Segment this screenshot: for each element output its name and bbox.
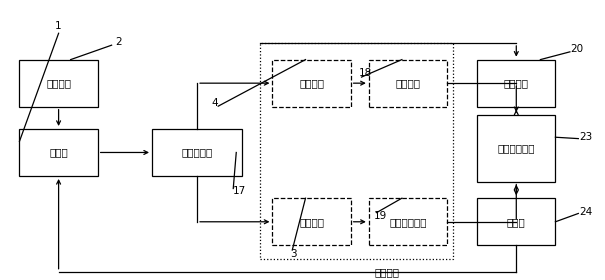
- Bar: [368, 60, 447, 107]
- Text: 跟踪定位系统: 跟踪定位系统: [497, 143, 535, 153]
- Bar: [477, 115, 555, 182]
- Text: 23: 23: [579, 132, 592, 142]
- Text: 马达驱动器: 马达驱动器: [182, 148, 213, 157]
- Text: 24: 24: [579, 207, 592, 217]
- Text: 传感器: 传感器: [507, 217, 526, 227]
- Text: 控制器: 控制器: [49, 148, 68, 157]
- Text: 19: 19: [374, 211, 387, 221]
- Bar: [260, 43, 453, 259]
- Text: 18: 18: [359, 69, 372, 78]
- Text: 电动马达: 电动马达: [299, 78, 324, 88]
- Text: 2: 2: [116, 37, 122, 46]
- Text: 限位开关: 限位开关: [504, 78, 529, 88]
- Bar: [19, 60, 98, 107]
- Text: 1: 1: [55, 21, 62, 31]
- Bar: [19, 129, 98, 176]
- Text: 电动马达: 电动马达: [299, 217, 324, 227]
- Bar: [368, 198, 447, 245]
- Bar: [477, 60, 555, 107]
- Text: 3: 3: [290, 249, 297, 259]
- Text: 20: 20: [570, 43, 583, 53]
- Text: 4: 4: [212, 97, 218, 108]
- Bar: [152, 129, 242, 176]
- Bar: [477, 198, 555, 245]
- Bar: [272, 198, 351, 245]
- Text: 电子时钟: 电子时钟: [46, 78, 71, 88]
- Text: 电动推杆: 电动推杆: [396, 78, 420, 88]
- Text: 光电码盘: 光电码盘: [374, 267, 399, 277]
- Text: 17: 17: [233, 186, 246, 196]
- Text: 回转驱动机构: 回转驱动机构: [389, 217, 427, 227]
- Bar: [272, 60, 351, 107]
